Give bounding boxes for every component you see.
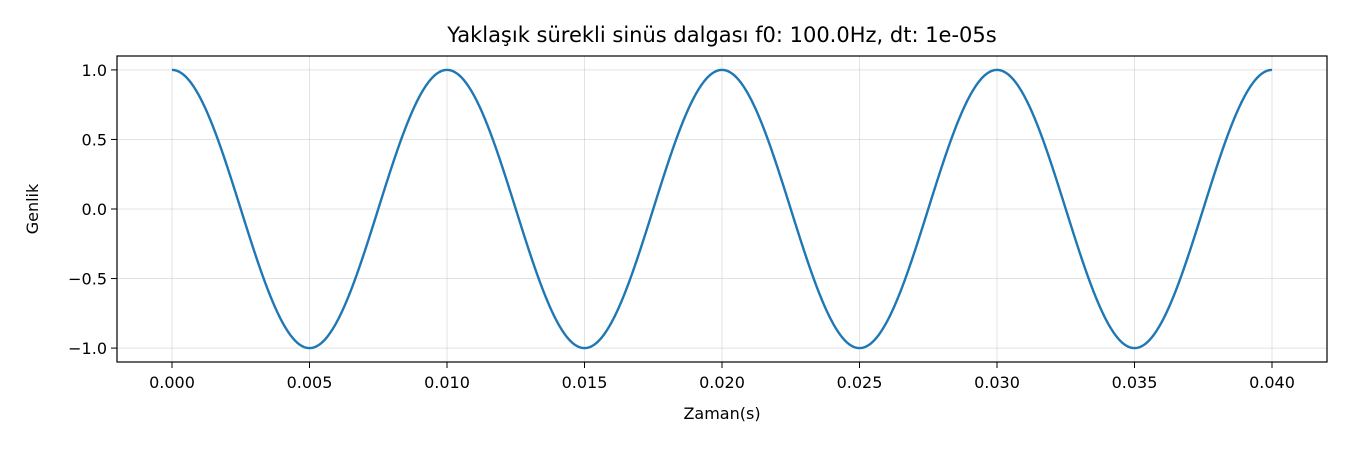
chart-title: Yaklaşık sürekli sinüs dalgası f0: 100.0… bbox=[446, 23, 996, 47]
x-tick-label: 0.030 bbox=[974, 373, 1020, 392]
x-tick-label: 0.000 bbox=[149, 373, 195, 392]
x-tick-label: 0.010 bbox=[424, 373, 470, 392]
x-tick-label: 0.015 bbox=[562, 373, 608, 392]
y-tick-label: −1.0 bbox=[68, 339, 107, 358]
series-layer bbox=[171, 68, 1273, 350]
y-axis-label: Genlik bbox=[23, 183, 42, 234]
x-tick-label: 0.040 bbox=[1249, 373, 1295, 392]
y-tick-label: 0.5 bbox=[82, 130, 107, 149]
x-tick-label: 0.035 bbox=[1112, 373, 1158, 392]
x-tick-label: 0.020 bbox=[699, 373, 745, 392]
x-axis: 0.000 0.005 0.010 0.015 0.020 0.025 0.030 0.035… bbox=[149, 362, 1295, 392]
x-axis-label: Zaman(s) bbox=[683, 404, 760, 423]
x-tick-label: 0.005 bbox=[287, 373, 333, 392]
y-tick-label: 0.0 bbox=[82, 200, 107, 219]
y-tick-label: −0.5 bbox=[68, 270, 107, 289]
series-line-0 bbox=[171, 68, 1273, 350]
y-axis: 1.0 0.5 0.0 −0.5 −1.0 bbox=[68, 61, 117, 358]
y-tick-label: 1.0 bbox=[82, 61, 107, 80]
grid bbox=[117, 56, 1327, 362]
x-tick-label: 0.025 bbox=[837, 373, 883, 392]
